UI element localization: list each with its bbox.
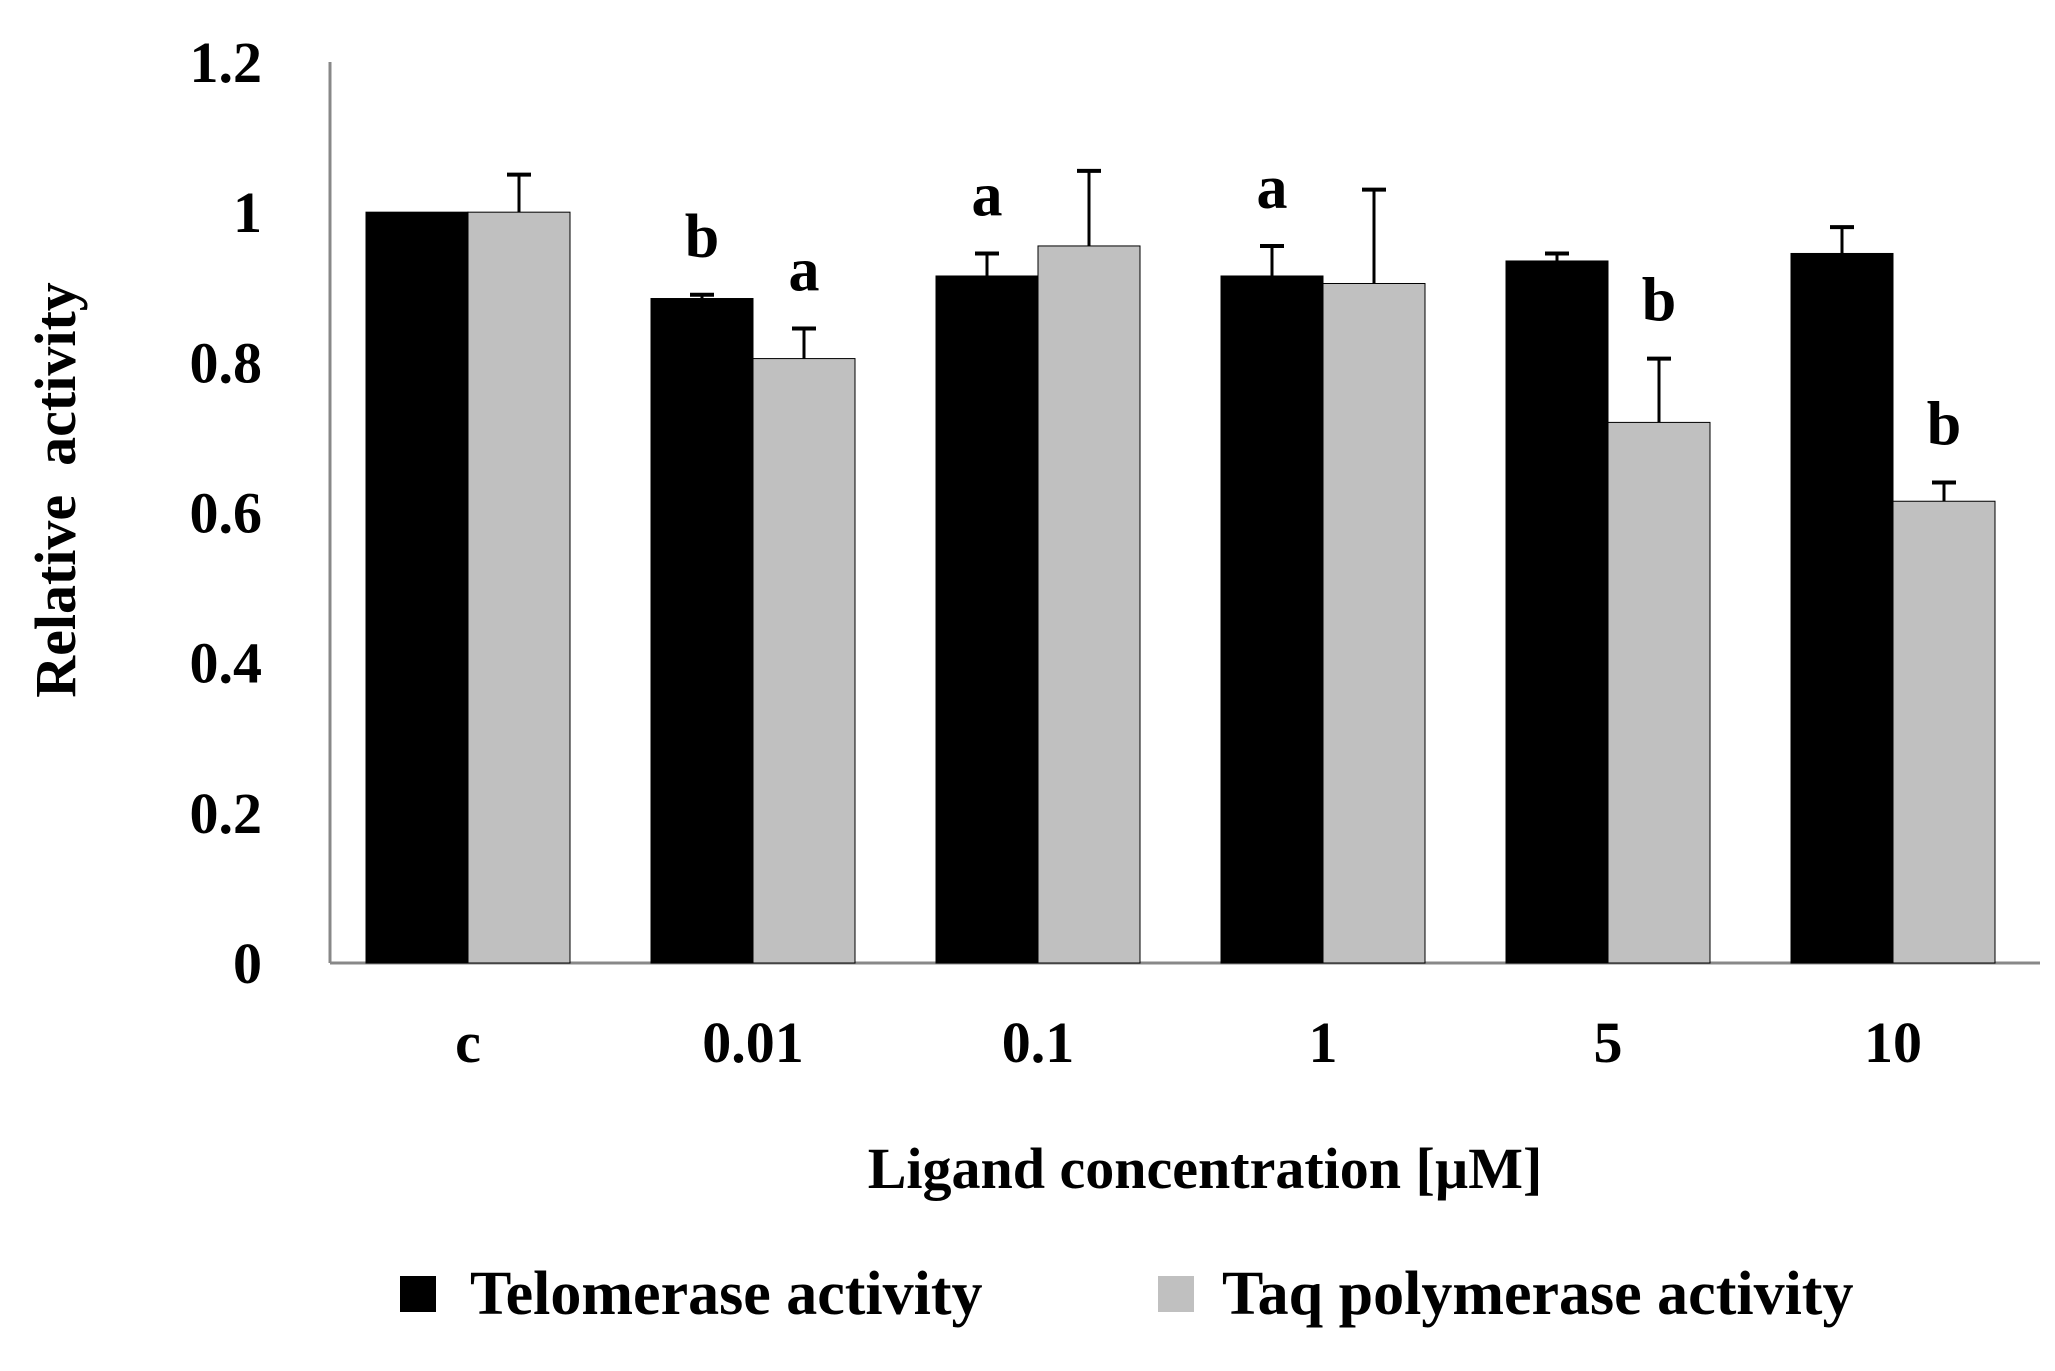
significance-letter: b bbox=[1642, 267, 1676, 335]
bar-taq-2 bbox=[1037, 245, 1141, 964]
legend-label-taq-polymerase: Taq polymerase activity bbox=[1222, 1260, 1853, 1328]
y-tick-label: 0.4 bbox=[190, 631, 263, 696]
axes bbox=[328, 62, 2040, 965]
x-tick-label: 0.1 bbox=[1002, 1010, 1075, 1075]
x-tick-label: c bbox=[455, 1010, 481, 1075]
y-tick-label: 0.8 bbox=[190, 330, 263, 395]
bar-telomerase-3 bbox=[1220, 275, 1324, 964]
x-tick-labels: c 0.01 0.1 1 5 10 bbox=[455, 1010, 1922, 1075]
significance-letter: a bbox=[789, 237, 820, 305]
legend: Telomerase activity Taq polymerase activ… bbox=[400, 1260, 1853, 1328]
x-tick-label: 5 bbox=[1594, 1010, 1623, 1075]
bar-telomerase-4 bbox=[1505, 260, 1609, 964]
y-tick-label: 1 bbox=[233, 180, 262, 245]
x-tick-label: 10 bbox=[1864, 1010, 1922, 1075]
y-tick-label: 0.2 bbox=[190, 781, 263, 846]
x-tick-label: 1 bbox=[1309, 1010, 1338, 1075]
bar-telomerase-0 bbox=[365, 211, 469, 964]
y-tick-labels: 0 0.2 0.4 0.6 0.8 1 1.2 bbox=[190, 30, 263, 996]
bar-telomerase-2 bbox=[935, 275, 1039, 964]
y-tick-label: 0 bbox=[233, 931, 262, 996]
legend-swatch-telomerase bbox=[400, 1276, 436, 1312]
bar-taq-0 bbox=[467, 211, 571, 964]
bar-telomerase-1 bbox=[650, 298, 754, 964]
x-tick-label: 0.01 bbox=[702, 1010, 804, 1075]
y-tick-label: 0.6 bbox=[190, 481, 263, 546]
bar-taq-4 bbox=[1607, 421, 1711, 964]
x-axis-label: Ligand concentration [µM] bbox=[868, 1136, 1543, 1201]
legend-label-telomerase: Telomerase activity bbox=[470, 1260, 983, 1328]
bars bbox=[365, 211, 1996, 964]
significance-letter: a bbox=[972, 161, 1003, 229]
bar-telomerase-5 bbox=[1790, 252, 1894, 964]
significance-letter: b bbox=[685, 203, 719, 271]
legend-swatch-taq-polymerase bbox=[1158, 1276, 1194, 1312]
bar-taq-1 bbox=[752, 358, 856, 964]
y-axis-label: Relative activity bbox=[23, 282, 88, 698]
bar-taq-3 bbox=[1322, 282, 1426, 964]
error-bars bbox=[507, 168, 1956, 502]
significance-letter: b bbox=[1927, 390, 1961, 458]
significance-letters: b a a a b b bbox=[685, 154, 1961, 459]
bar-taq-5 bbox=[1892, 500, 1996, 964]
y-tick-label: 1.2 bbox=[190, 30, 263, 95]
significance-letter: a bbox=[1257, 154, 1288, 222]
